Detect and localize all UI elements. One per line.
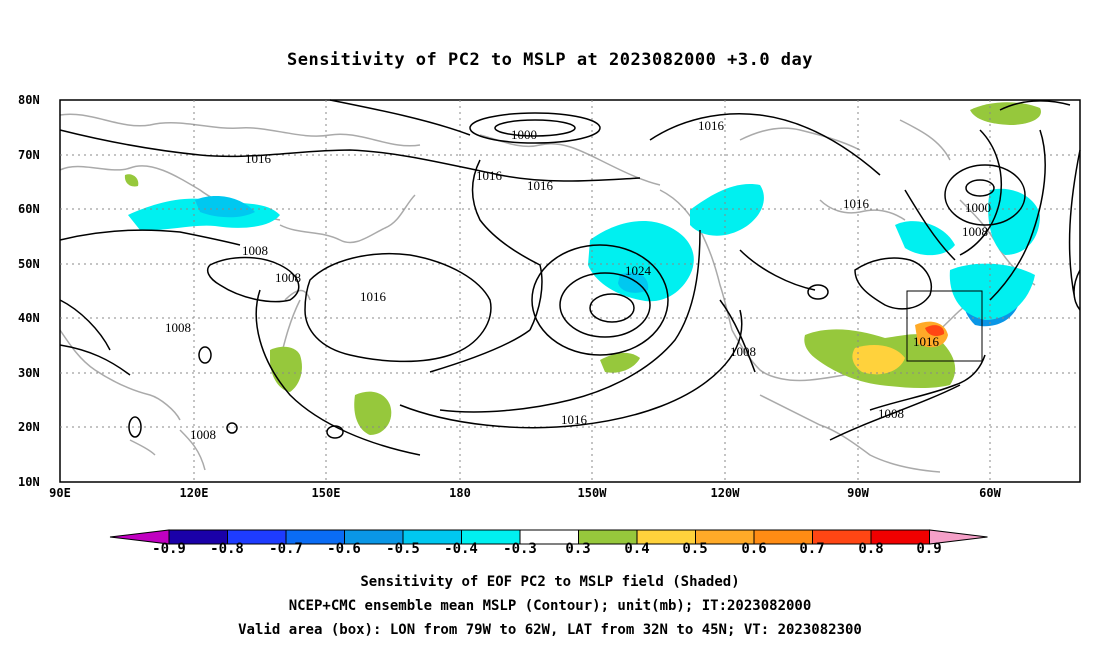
colorbar-label: 0.3 bbox=[565, 541, 591, 557]
contour-label: 1008 bbox=[878, 406, 904, 421]
contour-label: 1008 bbox=[242, 243, 268, 258]
contour-label: 1016 bbox=[476, 168, 503, 183]
contour-label: 1016 bbox=[843, 196, 870, 211]
colorbar-label: 0.9 bbox=[916, 541, 942, 557]
colorbar-arrow-right bbox=[929, 529, 988, 545]
caption-line-2: NCEP+CMC ensemble mean MSLP (Contour); u… bbox=[288, 598, 812, 614]
colorbar-label: -0.8 bbox=[210, 541, 244, 557]
caption-line-3: Valid area (box): LON from 79W to 62W, L… bbox=[238, 622, 862, 638]
shade-cyan-5 bbox=[988, 188, 1040, 255]
shade-yellow-4 bbox=[852, 345, 905, 375]
lat-label: 80N bbox=[18, 93, 40, 107]
shade-cyan-3 bbox=[690, 184, 764, 236]
colorbar-label: 0.4 bbox=[624, 541, 650, 557]
colorbar-label: 0.5 bbox=[682, 541, 708, 557]
contour-label: 1008 bbox=[275, 270, 301, 285]
colorbar bbox=[109, 529, 988, 545]
lon-label: 120E bbox=[179, 486, 209, 500]
lat-label: 20N bbox=[18, 420, 40, 434]
caption-line-1: Sensitivity of EOF PC2 to MSLP field (Sh… bbox=[360, 574, 740, 590]
valid-area-box bbox=[906, 290, 983, 362]
shade-red-4 bbox=[925, 325, 945, 336]
colorbar-label: -0.9 bbox=[152, 541, 186, 557]
colorbar-label: -0.6 bbox=[327, 541, 361, 557]
lat-label: 70N bbox=[18, 148, 40, 162]
shade-blue-1 bbox=[195, 196, 255, 218]
shaded-sensitivity bbox=[124, 102, 1041, 435]
colorbar-label: -0.7 bbox=[269, 541, 303, 557]
lon-label: 90E bbox=[49, 486, 71, 500]
gridlines bbox=[60, 100, 1080, 482]
lon-label: 150E bbox=[311, 486, 341, 500]
mslp-contours bbox=[59, 99, 1081, 456]
lon-label: 180 bbox=[449, 486, 471, 500]
colorbar-label: 0.8 bbox=[858, 541, 884, 557]
contour-label: 1000 bbox=[511, 127, 537, 142]
colorbar-label: -0.4 bbox=[444, 541, 478, 557]
shade-cyan-6 bbox=[949, 263, 1035, 320]
shade-green-6 bbox=[124, 174, 139, 187]
figure-title: Sensitivity of PC2 to MSLP at 2023082000… bbox=[286, 50, 813, 70]
lat-label: 30N bbox=[18, 366, 40, 380]
shade-green-2 bbox=[354, 391, 392, 435]
shade-green-5 bbox=[970, 102, 1041, 125]
lat-label: 50N bbox=[18, 257, 40, 271]
shade-green-1 bbox=[270, 346, 302, 392]
contour-label: 1016 bbox=[360, 289, 387, 304]
lat-label: 40N bbox=[18, 311, 40, 325]
colorbar-label: -0.5 bbox=[386, 541, 420, 557]
shade-cyan-2 bbox=[588, 220, 694, 302]
contour-label: 1024 bbox=[625, 263, 652, 278]
lon-label: 60W bbox=[979, 486, 1001, 500]
map-frame bbox=[59, 99, 1081, 483]
shade-cyan-4 bbox=[895, 221, 955, 256]
colorbar-label: -0.3 bbox=[503, 541, 537, 557]
colorbar-label: 0.6 bbox=[741, 541, 767, 557]
contour-label: 1016 bbox=[561, 412, 588, 427]
contour-label: 1008 bbox=[165, 320, 191, 335]
contour-label: 1016 bbox=[913, 334, 940, 349]
lon-label: 90W bbox=[847, 486, 869, 500]
lon-label: 150W bbox=[577, 486, 607, 500]
contour-label: 1016 bbox=[245, 151, 272, 166]
contour-label: 1016 bbox=[527, 178, 554, 193]
contour-label: 1008 bbox=[962, 224, 988, 239]
shade-green-3 bbox=[600, 352, 640, 373]
contour-label: 1008 bbox=[730, 344, 756, 359]
contour-label: 1000 bbox=[965, 200, 991, 215]
contour-label: 1016 bbox=[698, 118, 725, 133]
lat-label: 10N bbox=[18, 475, 40, 489]
colorbar-label: 0.7 bbox=[799, 541, 825, 557]
lon-label: 120W bbox=[710, 486, 740, 500]
lat-label: 60N bbox=[18, 202, 40, 216]
shade-blue-2 bbox=[618, 272, 649, 293]
contour-label-group: 1016 1000 1016 1016 1016 1016 1008 1008 … bbox=[165, 118, 991, 442]
contour-label: 1008 bbox=[190, 427, 216, 442]
contour-label-group-2: 1008 bbox=[730, 344, 756, 359]
